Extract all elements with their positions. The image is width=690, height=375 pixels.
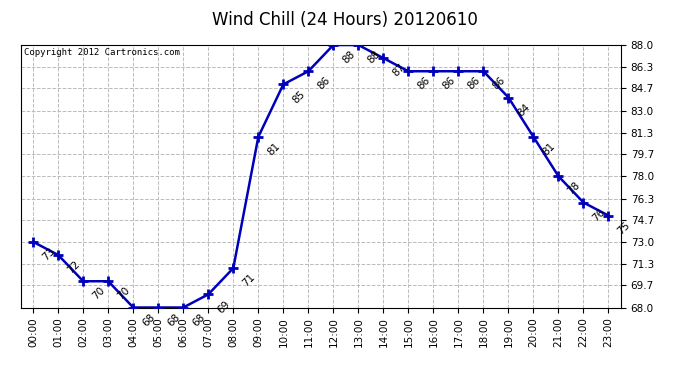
- Text: 84: 84: [515, 102, 532, 118]
- Text: 69: 69: [215, 298, 232, 315]
- Text: 86: 86: [440, 75, 457, 92]
- Text: 85: 85: [290, 88, 307, 105]
- Text: 78: 78: [565, 180, 582, 197]
- Text: 75: 75: [615, 220, 632, 236]
- Text: 72: 72: [65, 259, 81, 276]
- Text: Wind Chill (24 Hours) 20120610: Wind Chill (24 Hours) 20120610: [212, 11, 478, 29]
- Text: 68: 68: [140, 312, 157, 328]
- Text: 76: 76: [591, 207, 607, 223]
- Text: 71: 71: [240, 272, 257, 289]
- Text: 88: 88: [340, 49, 357, 66]
- Text: 70: 70: [90, 285, 106, 302]
- Text: 81: 81: [265, 141, 282, 158]
- Text: 70: 70: [115, 285, 132, 302]
- Text: 73: 73: [40, 246, 57, 262]
- Text: 86: 86: [491, 75, 507, 92]
- Text: 86: 86: [415, 75, 432, 92]
- Text: Copyright 2012 Cartronics.com: Copyright 2012 Cartronics.com: [23, 48, 179, 57]
- Text: 86: 86: [315, 75, 332, 92]
- Text: 87: 87: [391, 62, 407, 79]
- Text: 88: 88: [365, 49, 382, 66]
- Text: 81: 81: [540, 141, 557, 158]
- Text: 68: 68: [190, 312, 207, 328]
- Text: 86: 86: [465, 75, 482, 92]
- Text: 68: 68: [165, 312, 181, 328]
